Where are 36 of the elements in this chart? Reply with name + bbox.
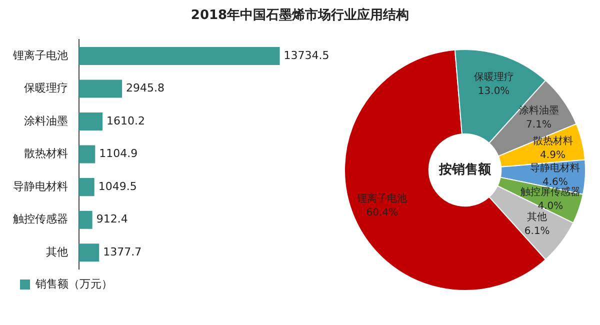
data-label: 13734.5 (284, 48, 330, 62)
bar (79, 178, 94, 196)
data-label: 60.4% (366, 207, 398, 218)
y-tick-label: 锂离子电池 (12, 48, 68, 62)
data-label: 4.0% (538, 200, 564, 212)
y-tick-label: 导静电材料 (13, 180, 68, 193)
data-label: 4.6% (542, 176, 568, 188)
bar (79, 112, 103, 131)
slice-label: 其他 (527, 210, 548, 223)
data-label: 912.4 (96, 212, 128, 226)
slice-label: 锂离子电池 (356, 192, 408, 204)
bar (79, 210, 92, 229)
data-label: 6.1% (524, 226, 550, 237)
y-tick-label: 涂料油墨 (24, 114, 68, 128)
y-tick-label: 触控传感器 (13, 212, 68, 226)
data-label: 7.1% (526, 119, 552, 130)
y-tick-label: 保暖理疗 (24, 82, 68, 95)
bar (79, 244, 100, 262)
y-tick-label: 散热材料 (24, 147, 68, 160)
legend-label: 销售额（万元） (34, 277, 112, 290)
bar (79, 145, 96, 164)
data-label: 13.0% (478, 86, 510, 97)
data-label: 1377.7 (103, 245, 142, 258)
data-label: 1049.5 (98, 180, 137, 193)
slice-label: 导静电材料 (530, 162, 580, 174)
data-label: 1104.9 (99, 147, 138, 160)
bar (79, 46, 280, 65)
slice-label: 保暖理疗 (474, 70, 514, 83)
data-label: 1610.2 (106, 114, 146, 128)
slice-label: 涂料油墨 (518, 104, 559, 116)
data-label: 2945.8 (126, 82, 165, 95)
chart-title: 2018年中国石墨烯市场行业应用结构 (190, 6, 410, 24)
text: 按销售额 (438, 161, 492, 178)
y-tick-label: 其他 (46, 245, 68, 258)
bar (79, 80, 122, 98)
data-label: 4.9% (540, 150, 566, 162)
